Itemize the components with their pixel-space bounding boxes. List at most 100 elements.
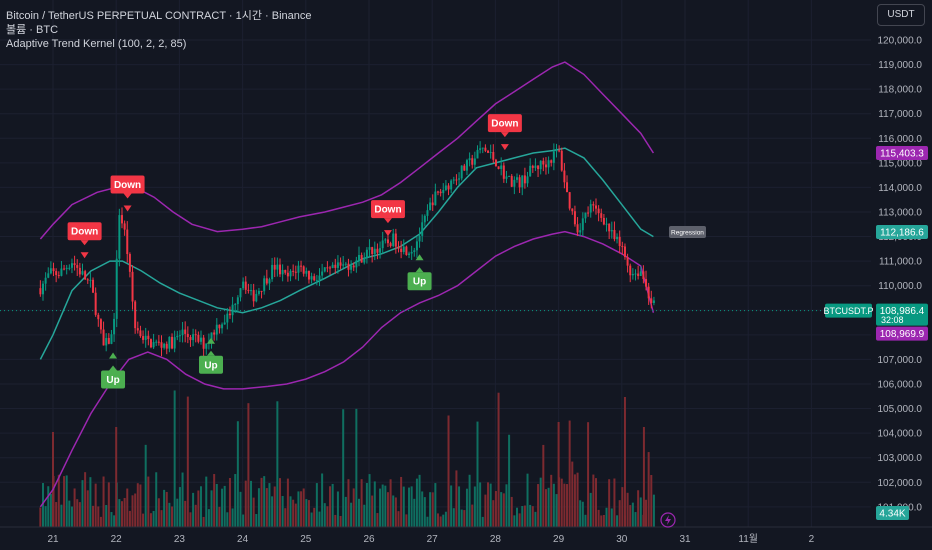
volume-bar	[289, 496, 292, 527]
candle-body	[465, 160, 468, 171]
volume-bar	[458, 486, 461, 527]
candle-body	[307, 270, 310, 280]
candle-body	[136, 328, 139, 331]
symbol-price-label: BTCUSDT.P	[823, 303, 874, 318]
volume-bar	[626, 492, 629, 527]
candle-body	[300, 265, 303, 267]
signal-down-box	[487, 114, 522, 133]
candle-body	[84, 271, 87, 280]
signal-up-arrow	[207, 337, 215, 344]
volume-bar	[344, 496, 347, 527]
volume-bar	[381, 484, 384, 527]
candle-body	[384, 239, 387, 241]
volume-bar	[523, 505, 526, 527]
candle-body	[487, 150, 490, 153]
candle-body	[421, 222, 424, 236]
volume-bar	[642, 427, 645, 527]
volume-bar	[165, 491, 168, 527]
candle-body	[616, 236, 619, 240]
volume-bar	[571, 461, 574, 527]
candle-body	[297, 265, 300, 273]
candle-body	[650, 298, 653, 303]
signal-down-arrow	[500, 144, 509, 151]
volume-bar	[537, 484, 540, 527]
candle-body	[381, 240, 384, 249]
candle-body	[313, 276, 316, 281]
candle-body	[602, 217, 605, 225]
volume-bar	[134, 493, 137, 527]
lower-band-tag: 108,969.9	[876, 326, 928, 341]
volume-bar	[481, 516, 484, 527]
candle-body	[350, 265, 353, 270]
volume-bar	[99, 516, 102, 527]
volume-bar	[213, 474, 216, 527]
volume-bar	[202, 516, 205, 527]
candle-body	[568, 192, 571, 209]
candle-body	[573, 211, 576, 225]
time-tick-label: 2	[809, 534, 815, 545]
candle-body	[194, 334, 197, 336]
volume-bar	[57, 474, 60, 527]
time-tick-label: 24	[237, 534, 249, 545]
volume-bar	[447, 415, 450, 527]
candle-body	[247, 289, 250, 291]
price-axis[interactable]: 120,000.0 119,000.0 118,000.0 117,000.0 116,…	[871, 0, 932, 550]
volume-bar	[521, 506, 524, 527]
price-tick-label: 114,000.0	[878, 183, 922, 194]
candle-body	[41, 283, 44, 295]
volume-bar	[550, 474, 553, 527]
volume-bar	[68, 500, 71, 527]
candle-body	[494, 159, 497, 167]
volume-bar	[294, 503, 297, 527]
price-tick-label: 102,000.0	[878, 478, 923, 489]
mid-line-tag-text: 112,186.6	[880, 227, 924, 238]
time-axis[interactable]: 21 22 23 24 25 26 27 28 29 30 31 11월 2	[0, 526, 932, 545]
candle-body	[263, 278, 266, 292]
volume-bar	[600, 515, 603, 527]
regression-label-box	[669, 225, 706, 238]
volume-bar	[239, 491, 242, 527]
volume-bar	[460, 509, 463, 527]
candle-body	[500, 165, 503, 169]
volume-bar	[178, 487, 181, 527]
price-tick-label: 120,000.0	[878, 36, 923, 47]
volume-bar	[357, 498, 360, 527]
volume-bar	[107, 482, 110, 527]
candle-body	[631, 273, 634, 276]
volume-bar	[226, 512, 229, 527]
candle-body	[460, 165, 463, 179]
candle-body	[587, 212, 590, 214]
candle-body	[242, 281, 245, 289]
candle-body	[286, 272, 289, 277]
candle-body	[86, 279, 89, 281]
candle-body	[102, 329, 105, 346]
candle-body	[473, 158, 476, 165]
symbol-price-label-text: BTCUSDT.P	[823, 306, 873, 316]
candle-body	[68, 267, 71, 269]
candle-body	[157, 341, 160, 343]
candle-body	[221, 324, 224, 329]
volume-bar	[384, 485, 387, 527]
candle-body	[592, 204, 595, 206]
volume-bar	[234, 474, 237, 527]
candle-body	[571, 208, 574, 212]
candle-body	[70, 263, 73, 268]
volume-bar	[418, 474, 421, 527]
volume-bar	[563, 483, 566, 527]
volume-bar	[49, 493, 52, 527]
volume-bar	[421, 491, 424, 527]
countdown-text: 32:08	[881, 315, 904, 325]
volume-bar	[352, 488, 355, 527]
volume-bar	[52, 432, 54, 527]
indicator-legend[interactable]: Adaptive Trend Kernel (100, 2, 2, 85)	[6, 38, 187, 50]
last-price-tag-box	[876, 303, 928, 326]
candle-body	[289, 270, 292, 277]
candle-body	[539, 160, 542, 170]
candle-body	[623, 246, 626, 258]
currency-button[interactable]: USDT	[877, 4, 925, 26]
volume-bar	[342, 409, 345, 527]
candle-body	[544, 164, 547, 168]
volume-bar	[560, 478, 563, 527]
volume-bar	[608, 479, 611, 527]
